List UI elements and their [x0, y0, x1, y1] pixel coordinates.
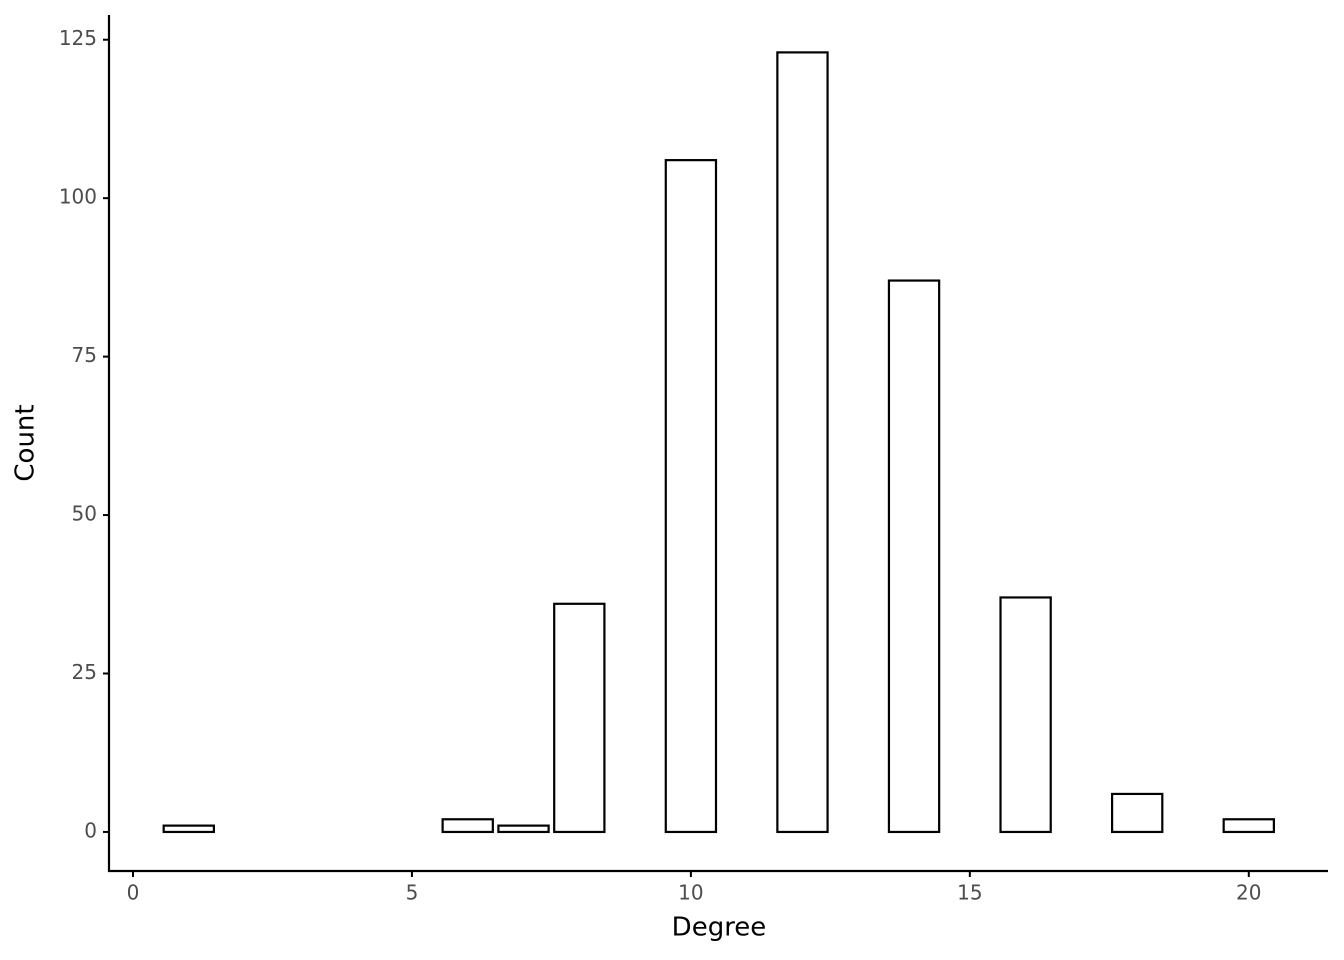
bar — [1110, 792, 1164, 834]
y-tick-label: 0 — [84, 818, 97, 842]
bar — [441, 818, 494, 834]
bar — [162, 824, 215, 834]
y-axis-title: Count — [11, 404, 41, 481]
x-tick-label: 10 — [678, 881, 703, 905]
bar — [999, 596, 1052, 834]
x-tick-label: 5 — [406, 881, 419, 905]
y-tick-label: 100 — [59, 185, 97, 209]
y-tick-label: 125 — [59, 26, 97, 50]
x-axis-title: Degree — [672, 913, 767, 943]
bar — [553, 602, 606, 834]
x-tick-label: 0 — [127, 881, 140, 905]
bar — [776, 51, 829, 834]
bar — [497, 824, 550, 834]
bar — [887, 279, 941, 834]
bar — [1222, 818, 1275, 834]
bar — [664, 159, 718, 834]
y-tick-label: 25 — [72, 660, 97, 684]
x-tick-label: 15 — [957, 881, 982, 905]
y-tick-label: 75 — [72, 343, 97, 367]
x-tick-label: 20 — [1236, 881, 1261, 905]
y-tick-label: 50 — [72, 502, 97, 526]
